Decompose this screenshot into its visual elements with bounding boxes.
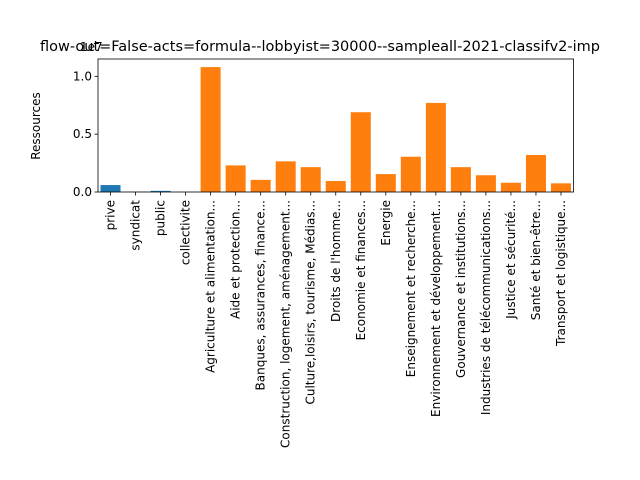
y-axis-label: Ressources <box>29 92 43 160</box>
bar-12 <box>400 156 421 192</box>
bar-6 <box>250 179 271 192</box>
x-tick-label-9: Droits de l'homme... <box>329 200 343 322</box>
x-tick-label-6: Banques, assurances, finance... <box>254 200 268 390</box>
y-tick-label-1: 0.5 <box>73 127 92 141</box>
bar-5 <box>225 165 246 192</box>
x-tick-label-11: Energie <box>379 200 393 246</box>
plot-frame <box>97 58 574 193</box>
x-tick-label-15: Industries de télécommunications... <box>479 200 493 415</box>
bar-0 <box>100 185 121 192</box>
bar-17 <box>525 154 546 192</box>
x-tick-label-2: public <box>154 200 168 236</box>
x-tick-label-14: Gouvernance et institutions... <box>454 200 468 378</box>
y-scale-label: 1e7 <box>80 40 103 54</box>
bars-group <box>100 67 571 192</box>
x-tick-label-10: Economie et finances... <box>354 200 368 340</box>
bar-13 <box>425 102 446 192</box>
x-tick-label-4: Agriculture et alimentation... <box>204 200 218 373</box>
x-tick-label-0: prive <box>104 200 118 230</box>
x-tick-label-5: Aide et protection... <box>229 200 243 319</box>
x-tick-label-12: Enseignement et recherche... <box>404 200 418 377</box>
bar-2 <box>150 190 171 192</box>
x-tick-label-3: collectivite <box>179 200 193 265</box>
chart-title: flow-out=False-acts=formula--lobbyist=30… <box>40 39 600 55</box>
bar-10 <box>350 112 371 192</box>
x-tick-label-1: syndicat <box>129 200 143 251</box>
bar-14 <box>450 167 471 192</box>
x-tick-label-18: Transport et logistique... <box>554 200 568 347</box>
bar-16 <box>500 182 521 192</box>
bar-8 <box>300 167 321 192</box>
x-tick-label-17: Santé et bien-être... <box>529 200 543 320</box>
x-tick-label-7: Construction, logement, aménagement... <box>279 200 293 448</box>
y-tick-label-0: 0.0 <box>73 185 92 199</box>
x-axis: prive syndicat public collectivite Agricultu… <box>104 192 568 448</box>
bar-9 <box>325 181 346 192</box>
bar-18 <box>550 183 571 192</box>
bar-11 <box>375 174 396 192</box>
bar-4 <box>200 67 221 192</box>
y-axis: 0.0 0.5 1.0 <box>73 69 98 199</box>
bar-15 <box>475 175 496 192</box>
y-tick-label-2: 1.0 <box>73 69 92 83</box>
x-tick-label-8: Culture,loisirs, tourisme, Médias... <box>304 200 318 405</box>
bar-7 <box>275 161 296 192</box>
x-tick-label-16: Justice et sécurité... <box>504 200 518 320</box>
x-tick-label-13: Environnement et développement... <box>429 200 443 417</box>
